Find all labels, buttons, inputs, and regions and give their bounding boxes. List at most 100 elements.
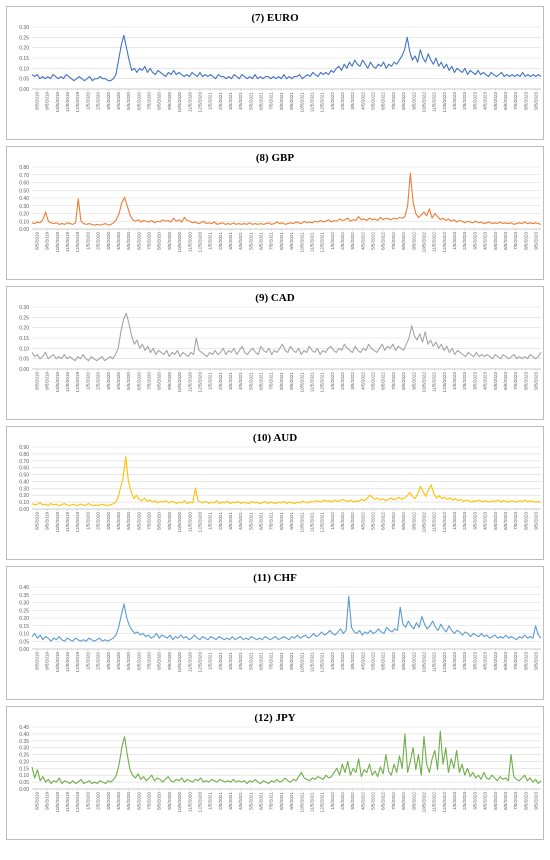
x-tick-label: 12/5/2019 <box>75 92 80 113</box>
x-tick-label: 5/5/2022 <box>371 512 376 530</box>
x-tick-label: 6/5/2023 <box>503 92 508 110</box>
x-tick-label: 7/5/2020 <box>147 792 152 810</box>
x-tick-label: 1/5/2022 <box>330 372 335 390</box>
x-tick-label: 3/5/2023 <box>472 92 477 110</box>
x-tick-label: 7/5/2020 <box>147 232 152 250</box>
x-tick-label: 7/5/2022 <box>391 92 396 110</box>
series-line-12-jpy <box>31 730 542 785</box>
x-tick-label: 2/5/2021 <box>218 92 223 110</box>
x-tick-label: 10/5/2021 <box>299 232 304 253</box>
x-tick-label: 11/5/2020 <box>187 92 192 113</box>
x-tick-label: 8/5/2019 <box>35 652 40 670</box>
series-line-9-cad <box>31 312 542 362</box>
x-tick-label: 3/5/2023 <box>472 512 477 530</box>
x-tick-label: 1/5/2022 <box>330 232 335 250</box>
x-tick-label: 7/5/2021 <box>269 512 274 530</box>
x-tick-label: 5/5/2023 <box>493 232 498 250</box>
x-tick-label: 12/5/2021 <box>320 232 325 253</box>
x-tick-label: 7/5/2023 <box>513 512 518 530</box>
x-tick-label: 6/5/2023 <box>503 792 508 810</box>
y-tick-label: 0.30 <box>19 486 29 492</box>
x-tick-label: 2/5/2021 <box>218 792 223 810</box>
x-tick-label: 7/5/2022 <box>391 652 396 670</box>
x-tick-label: 4/5/2021 <box>238 512 243 530</box>
x-tick-label: 12/5/2021 <box>320 372 325 393</box>
x-tick-label: 9/5/2020 <box>167 652 172 670</box>
x-tick-label: 4/5/2022 <box>360 652 365 670</box>
x-tick-label: 1/5/2021 <box>208 512 213 530</box>
x-tick-label: 12/5/2019 <box>75 512 80 533</box>
x-tick-label: 9/5/2023 <box>534 512 539 530</box>
x-tick-label: 6/5/2022 <box>381 372 386 390</box>
x-tick-label: 7/5/2021 <box>269 372 274 390</box>
x-tick-label: 11/5/2019 <box>65 232 70 253</box>
x-tick-label: 4/5/2022 <box>360 232 365 250</box>
x-tick-label: 6/5/2020 <box>136 372 141 390</box>
y-tick-label: 0.05 <box>19 639 29 645</box>
y-tick-label: 0.25 <box>19 35 29 41</box>
x-tick-label: 1/5/2023 <box>452 232 457 250</box>
x-tick-label: 3/5/2021 <box>228 792 233 810</box>
x-tick-label: 9/5/2021 <box>289 792 294 810</box>
x-tick-label: 2/5/2023 <box>462 372 467 390</box>
x-tick-label: 10/5/2021 <box>299 92 304 113</box>
x-tick-label: 9/5/2023 <box>534 372 539 390</box>
y-tick-label: 0.15 <box>19 766 29 772</box>
x-tick-label: 12/5/2022 <box>442 512 447 533</box>
x-tick-label: 5/5/2023 <box>493 92 498 110</box>
x-tick-label: 9/5/2019 <box>45 792 50 810</box>
y-tick-label: 0.50 <box>19 188 29 194</box>
x-tick-label: 2/5/2023 <box>462 792 467 810</box>
x-tick-label: 2/5/2021 <box>218 372 223 390</box>
x-tick-label: 12/5/2022 <box>442 372 447 393</box>
x-tick-label: 5/5/2021 <box>248 512 253 530</box>
line-chart: 0.000.050.100.150.200.250.300.350.400.45… <box>19 725 542 812</box>
x-tick-label: 2/5/2020 <box>96 792 101 810</box>
x-tick-label: 2/5/2022 <box>340 372 345 390</box>
y-tick-label: 0.30 <box>19 746 29 752</box>
x-tick-label: 3/5/2022 <box>350 792 355 810</box>
line-chart: 0.000.100.200.300.400.500.600.700.800.90… <box>19 445 542 533</box>
x-tick-label: 4/5/2021 <box>238 792 243 810</box>
y-tick-label: 0.30 <box>19 305 29 311</box>
x-tick-label: 3/5/2020 <box>106 652 111 670</box>
x-tick-label: 5/5/2021 <box>248 232 253 250</box>
x-tick-label: 8/5/2023 <box>523 232 528 250</box>
x-tick-label: 12/5/2020 <box>197 232 202 253</box>
x-tick-label: 2/5/2021 <box>218 232 223 250</box>
x-tick-label: 11/5/2019 <box>65 652 70 673</box>
x-tick-label: 5/5/2020 <box>126 372 131 390</box>
chart-panel-9-cad: (9) CAD 0.00 0.05 0.10 0.15 0.20 0.25 0.30 8/5/2… <box>6 286 544 420</box>
x-tick-label: 6/5/2021 <box>259 652 264 670</box>
x-tick-label: 1/5/2022 <box>330 512 335 530</box>
x-tick-label: 8/5/2019 <box>35 512 40 530</box>
x-tick-label: 8/5/2020 <box>157 372 162 390</box>
y-tick-label: 0.30 <box>19 204 29 210</box>
y-tick-label: 0.20 <box>19 616 29 622</box>
x-tick-label: 7/5/2021 <box>269 652 274 670</box>
x-tick-label: 10/5/2022 <box>421 372 426 393</box>
x-tick-label: 9/5/2019 <box>45 652 50 670</box>
x-tick-label: 11/5/2019 <box>65 92 70 113</box>
x-tick-label: 8/5/2020 <box>157 232 162 250</box>
x-tick-label: 8/5/2019 <box>35 792 40 810</box>
x-tick-label: 2/5/2022 <box>340 232 345 250</box>
y-tick-label: 0.10 <box>19 346 29 352</box>
x-tick-label: 11/5/2022 <box>432 512 437 533</box>
x-tick-label: 2/5/2022 <box>340 792 345 810</box>
x-tick-label: 11/5/2020 <box>187 512 192 533</box>
y-tick-label: 0.00 <box>19 507 29 513</box>
y-tick-label: 0.25 <box>19 753 29 759</box>
x-tick-label: 9/5/2022 <box>411 232 416 250</box>
x-tick-label: 7/5/2021 <box>269 792 274 810</box>
x-tick-label: 8/5/2021 <box>279 372 284 390</box>
x-tick-label: 9/5/2021 <box>289 92 294 110</box>
x-tick-label: 5/5/2022 <box>371 372 376 390</box>
x-tick-label: 8/5/2021 <box>279 92 284 110</box>
x-tick-label: 12/5/2021 <box>320 512 325 533</box>
x-tick-label: 12/5/2019 <box>75 652 80 673</box>
y-tick-label: 0.05 <box>19 780 29 786</box>
x-tick-label: 4/5/2022 <box>360 792 365 810</box>
chart-panel-8-gbp: (8) GBP 0.00 0.10 0.20 0.30 0.40 0.50 0.60 0.70 0… <box>6 146 544 280</box>
x-tick-label: 1/5/2021 <box>208 92 213 110</box>
